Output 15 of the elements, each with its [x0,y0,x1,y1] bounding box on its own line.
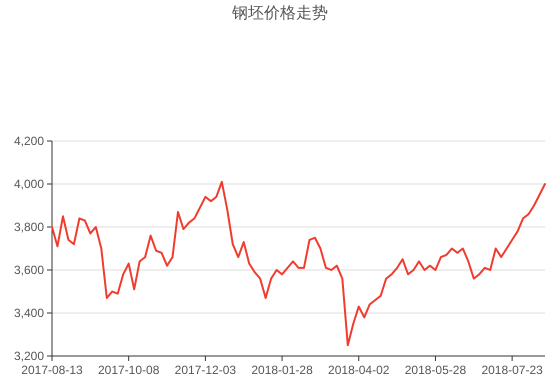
y-tick-label: 4,000 [14,177,44,191]
x-tick-label: 2017-12-03 [174,363,236,377]
x-tick-label: 2018-01-28 [251,363,314,377]
x-tick-label: 2018-07-23 [481,363,544,377]
y-tick-label: 3,200 [14,349,44,363]
y-tick-label: 4,200 [14,134,44,148]
y-tick-label: 3,400 [14,306,44,320]
x-tick-label: 2017-10-08 [98,363,160,377]
x-tick-label: 2018-04-02 [328,363,390,377]
x-tick-label: 2017-08-13 [21,363,84,377]
x-tick-label: 2018-05-28 [404,363,466,377]
y-tick-label: 3,600 [14,263,44,277]
chart-title: 钢坯价格走势 [231,4,328,22]
y-tick-label: 3,800 [14,220,44,234]
line-series [51,180,546,346]
